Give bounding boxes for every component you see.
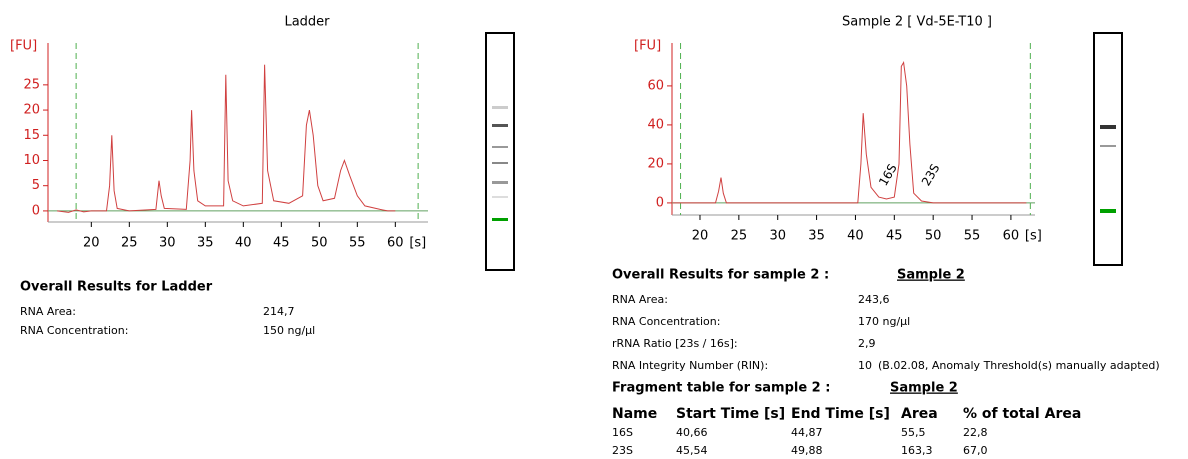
result-value: 243,6 xyxy=(858,293,890,306)
trace xyxy=(673,63,1027,203)
y-tick-label: 15 xyxy=(23,128,40,143)
report: Ladder [FU] 0 5 10 15 20 25 20 25 30 35 40 45 50 55 60 [s… xyxy=(0,0,1188,459)
result-value: 170 ng/µl xyxy=(858,315,910,328)
table-cell: 22,8 xyxy=(963,426,988,439)
x-tick-label: 55 xyxy=(964,229,981,244)
y-tick-label: 60 xyxy=(647,78,664,93)
x-tick-label: 40 xyxy=(847,229,864,244)
x-tick-label: 20 xyxy=(83,236,100,251)
table-cell: 163,3 xyxy=(901,444,933,457)
x-tick-label: 60 xyxy=(1003,229,1020,244)
result-value: 214,7 xyxy=(263,305,295,318)
sample-name: Sample 2 xyxy=(897,268,965,283)
x-tick-label: 30 xyxy=(159,236,176,251)
gel-lane xyxy=(1094,33,1122,265)
gel-lane xyxy=(486,33,514,270)
result-value: 2,9 xyxy=(858,337,876,350)
result-label: RNA Concentration: xyxy=(20,324,128,337)
y-tick-label: 5 xyxy=(32,178,40,193)
table-cell: 40,66 xyxy=(676,426,708,439)
x-tick-label: 25 xyxy=(731,229,748,244)
x-tick-label: 45 xyxy=(886,229,903,244)
peak-annotation: 23S xyxy=(919,161,943,188)
trace xyxy=(57,65,395,213)
x-axis-label: [s] xyxy=(1025,229,1042,244)
y-axis-label: [FU] xyxy=(634,39,661,54)
y-tick-label: 25 xyxy=(23,77,40,92)
result-value: 10 xyxy=(858,359,872,372)
table-cell: 49,88 xyxy=(791,444,823,457)
y-tick-label: 0 xyxy=(656,195,664,210)
x-tick-label: 55 xyxy=(349,236,366,251)
result-label: RNA Integrity Number (RIN): xyxy=(612,359,768,372)
section-title: Overall Results for Ladder xyxy=(20,280,213,295)
x-tick-label: 45 xyxy=(273,236,290,251)
table-header: % of total Area xyxy=(963,406,1081,422)
result-label: rRNA Ratio [23s / 16s]: xyxy=(612,337,738,350)
section-title: Fragment table for sample 2 : xyxy=(612,381,830,396)
x-tick-label: 50 xyxy=(925,229,942,244)
table-cell: 44,87 xyxy=(791,426,823,439)
table-cell: 16S xyxy=(612,426,633,439)
result-label: RNA Area: xyxy=(612,293,668,306)
chart-title: Sample 2 [ Vd-5E-T10 ] xyxy=(842,15,992,30)
sample-name: Sample 2 xyxy=(890,381,958,396)
table-header: Name xyxy=(612,406,657,422)
result-label: RNA Area: xyxy=(20,305,76,318)
result-value: 150 ng/µl xyxy=(263,324,315,337)
section-title: Overall Results for sample 2 : xyxy=(612,268,829,283)
table-cell: 45,54 xyxy=(676,444,708,457)
x-axis-label: [s] xyxy=(409,236,426,251)
table-cell: 23S xyxy=(612,444,633,457)
chart-title: Ladder xyxy=(284,15,330,30)
x-tick-label: 40 xyxy=(235,236,252,251)
table-header: Start Time [s] xyxy=(676,406,785,422)
x-tick-label: 20 xyxy=(692,229,709,244)
y-tick-label: 20 xyxy=(23,103,40,118)
x-tick-label: 50 xyxy=(311,236,328,251)
x-tick-label: 30 xyxy=(769,229,786,244)
result-value: (B.02.08, Anomaly Threshold(s) manually … xyxy=(878,359,1160,372)
table-header: Area xyxy=(901,406,938,422)
result-label: RNA Concentration: xyxy=(612,315,720,328)
x-tick-label: 60 xyxy=(387,236,404,251)
table-cell: 55,5 xyxy=(901,426,926,439)
y-tick-label: 10 xyxy=(23,153,40,168)
x-tick-label: 35 xyxy=(808,229,825,244)
y-tick-label: 20 xyxy=(647,156,664,171)
x-tick-label: 35 xyxy=(197,236,214,251)
table-cell: 67,0 xyxy=(963,444,988,457)
table-header: End Time [s] xyxy=(791,406,890,422)
y-tick-label: 0 xyxy=(32,203,40,218)
y-axis-label: [FU] xyxy=(10,39,37,54)
y-tick-label: 40 xyxy=(647,117,664,132)
x-tick-label: 25 xyxy=(121,236,138,251)
